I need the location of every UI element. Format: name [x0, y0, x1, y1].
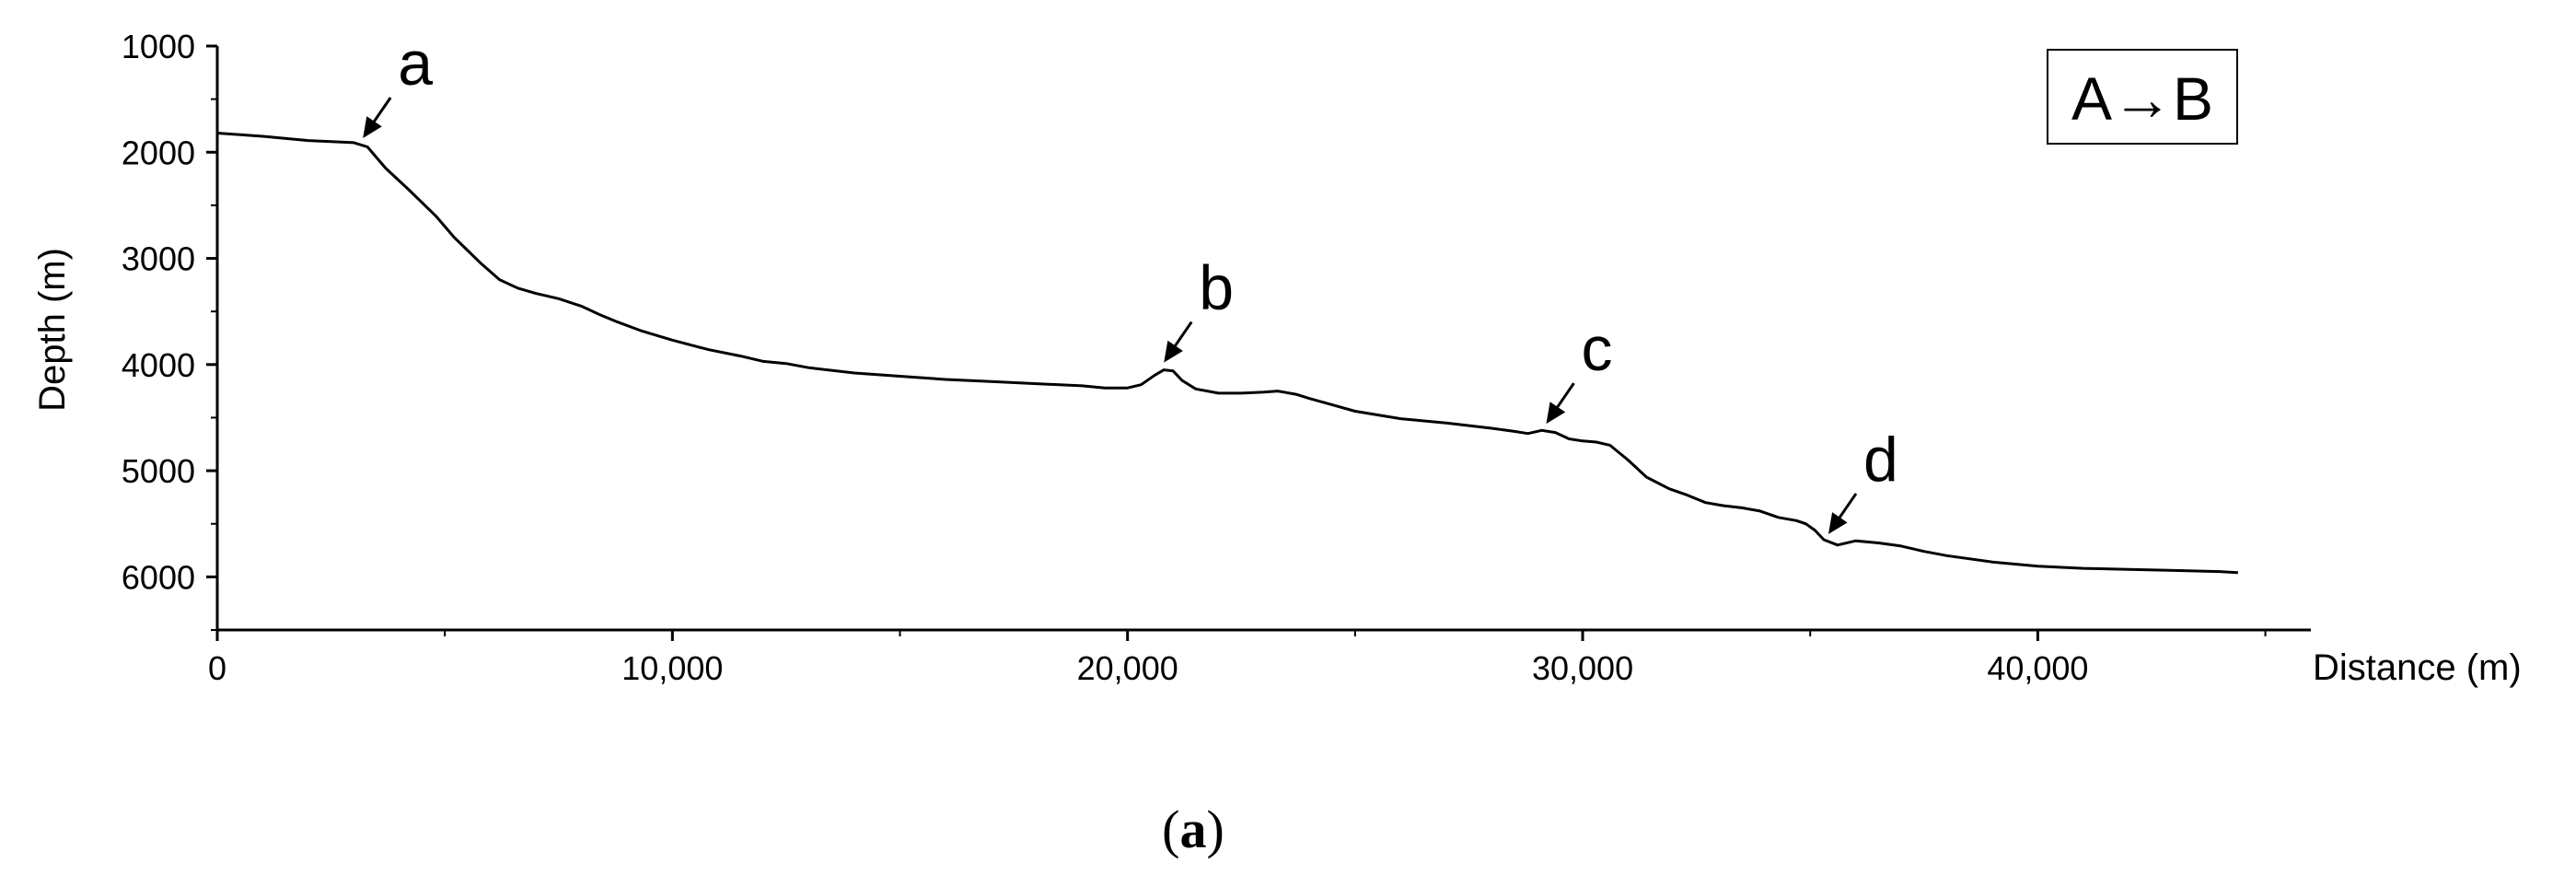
y-tick-label: 2000 [122, 134, 195, 171]
y-tick-label: 5000 [122, 452, 195, 490]
x-tick-label: 40,000 [1987, 649, 2088, 687]
annotation-label: b [1199, 253, 1234, 323]
annotation-label: a [398, 29, 433, 99]
annotation-label: c [1581, 314, 1612, 384]
annotation-arrow-head [363, 116, 382, 138]
annotations: a b c d [363, 29, 1898, 534]
annotation-d: d [1828, 425, 1898, 534]
annotation-arrow-head [1546, 402, 1566, 425]
legend-box: A→B [2047, 49, 2238, 145]
depth-profile-line [216, 132, 2238, 575]
x-tick-label: 20,000 [1077, 649, 1178, 687]
y-tick-label: 4000 [122, 346, 195, 384]
annotation-arrow-head [1828, 512, 1848, 534]
annotation-b: b [1164, 253, 1234, 363]
y-tick-label: 6000 [122, 558, 195, 596]
annotation-a: a [363, 29, 433, 138]
series-layer [216, 132, 2238, 575]
x-axis-title: Distance (m) [2313, 647, 2522, 688]
annotation-c: c [1546, 314, 1612, 425]
x-tick-label: 10,000 [621, 649, 723, 687]
x-tick-label: 30,000 [1532, 649, 1633, 687]
y-tick-label: 1000 [122, 28, 195, 65]
annotation-arrow-head [1164, 340, 1183, 363]
y-tick-label: 3000 [122, 240, 195, 278]
axes: 1000 2000 3000 4000 5000 6000 0 10,000 20,000 30,… [122, 28, 2311, 687]
annotation-label: d [1863, 425, 1898, 495]
figure-caption: (a) [1162, 799, 1224, 859]
x-tick-label: 0 [208, 649, 226, 687]
y-axis-title: Depth (m) [32, 248, 73, 412]
legend-text: A→B [2071, 64, 2213, 133]
